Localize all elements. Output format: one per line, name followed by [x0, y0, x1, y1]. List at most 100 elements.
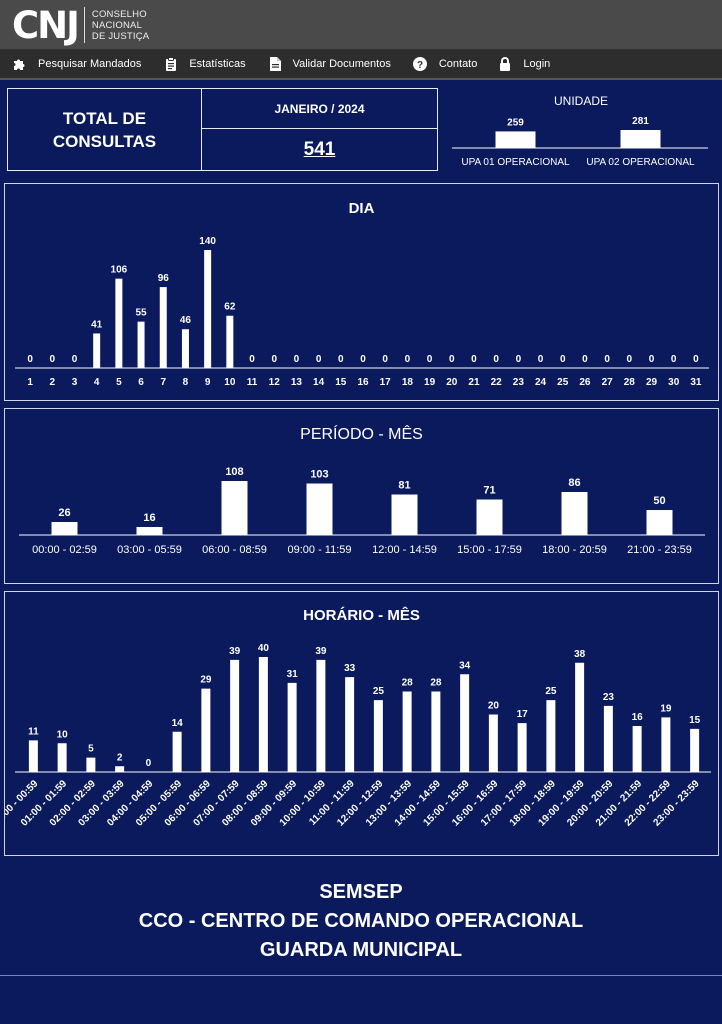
- tick-label: 21:00 - 23:59: [627, 544, 692, 556]
- data-label: 0: [146, 758, 152, 769]
- data-label: 20: [488, 701, 500, 712]
- tick-label: 30: [668, 377, 680, 388]
- data-label: 140: [199, 236, 216, 247]
- horario-panel: HORÁRIO - MÊS 11 00:00 - 00:59 10 01:00 - 01…: [0, 591, 719, 856]
- tick-label: 11: [247, 377, 258, 388]
- data-label: 17: [517, 709, 529, 720]
- data-label: 46: [180, 315, 192, 326]
- tick-label: 20: [446, 377, 458, 388]
- tick-label: 8: [183, 377, 189, 388]
- data-label: 96: [158, 273, 170, 284]
- nav-estatisticas[interactable]: Estatísticas: [165, 57, 246, 71]
- bar: [221, 481, 248, 535]
- bar: [115, 766, 125, 772]
- logo-line: DE JUSTIÇA: [91, 30, 150, 42]
- bar: [287, 682, 297, 772]
- bar: [28, 740, 38, 772]
- data-label: 0: [338, 354, 344, 365]
- top-header: CNJ CONSELHO NACIONAL DE JUSTIÇA: [0, 0, 722, 50]
- data-label: 0: [627, 354, 633, 365]
- data-label: 108: [225, 466, 243, 478]
- month-label: JANEIRO / 2024: [201, 88, 438, 129]
- bar: [316, 659, 326, 772]
- data-label: 86: [568, 477, 580, 489]
- bar: [460, 674, 470, 772]
- tick-label: UPA 02 OPERACIONAL: [586, 157, 695, 168]
- dia-chart: DIA0102034141065556967468140962100110120…: [15, 200, 709, 388]
- data-label: 55: [136, 308, 148, 319]
- data-label: 0: [471, 354, 477, 365]
- bar: [620, 130, 661, 148]
- nav-login[interactable]: Login: [499, 57, 550, 71]
- data-label: 0: [271, 354, 277, 365]
- bar: [86, 757, 96, 772]
- cnj-logo[interactable]: CNJ CONSELHO NACIONAL DE JUSTIÇA: [12, 4, 149, 46]
- bar: [661, 717, 671, 772]
- nav-validar-documentos[interactable]: Validar Documentos: [269, 57, 391, 71]
- tick-label: 5: [116, 377, 122, 388]
- bar: [136, 527, 163, 535]
- tick-label: 3: [72, 377, 78, 388]
- bar: [391, 494, 418, 535]
- data-label: 0: [294, 354, 300, 365]
- data-label: 0: [560, 354, 566, 365]
- bar: [204, 250, 212, 368]
- tick-label: 06:00 - 08:59: [202, 544, 267, 556]
- data-label: 259: [507, 117, 524, 128]
- tick-label: 22: [491, 377, 503, 388]
- nav-label: Validar Documentos: [292, 58, 391, 70]
- data-label: 39: [315, 646, 327, 657]
- tick-label: UPA 01 OPERACIONAL: [461, 157, 570, 168]
- bar: [226, 315, 234, 368]
- data-label: 0: [427, 354, 433, 365]
- bar: [690, 728, 700, 772]
- data-label: 14: [172, 718, 184, 729]
- nav-bar: Pesquisar Mandados Estatísticas Validar …: [0, 50, 722, 80]
- total-label-line: CONSULTAS: [52, 131, 157, 151]
- bar: [181, 329, 189, 368]
- tick-label: 10: [224, 377, 236, 388]
- bar: [632, 726, 642, 772]
- data-label: 0: [382, 354, 388, 365]
- data-label: 0: [72, 354, 78, 365]
- tick-label: 24: [535, 377, 547, 388]
- bar: [495, 131, 536, 148]
- dia-panel: DIA 0 1 0 2 0 3 41 4 106 5 55 6 96 7 46 8 140 9 62 10 0 11 0 12 0…: [4, 183, 719, 401]
- bar: [561, 492, 588, 535]
- tick-label: 27: [602, 377, 614, 388]
- data-label: 34: [459, 660, 471, 671]
- bar: [488, 714, 498, 772]
- data-label: 0: [582, 354, 588, 365]
- bar: [373, 700, 383, 772]
- bar: [258, 657, 268, 772]
- data-label: 41: [91, 319, 103, 330]
- data-label: 0: [249, 354, 255, 365]
- tick-label: 29: [646, 377, 658, 388]
- bar: [230, 659, 240, 772]
- tick-label: 12:00 - 14:59: [372, 544, 437, 556]
- tick-label: 14: [313, 377, 325, 388]
- nav-label: Estatísticas: [189, 58, 246, 70]
- tick-label: 03:00 - 05:59: [117, 544, 182, 556]
- logo-divider: [83, 7, 85, 43]
- chart-title: HORÁRIO - MÊS: [303, 606, 420, 624]
- nav-contato[interactable]: ? Contato: [412, 57, 477, 71]
- tick-label: 09:00 - 11:59: [287, 544, 351, 556]
- nav-pesquisar-mandados[interactable]: Pesquisar Mandados: [12, 57, 141, 71]
- lock-icon: [500, 57, 511, 71]
- bar: [159, 287, 167, 368]
- bar: [546, 700, 556, 772]
- total-count: 541: [201, 128, 438, 171]
- bar: [646, 510, 673, 535]
- tick-label: 13: [291, 377, 303, 388]
- data-label: 10: [57, 729, 69, 740]
- data-label: 81: [398, 480, 410, 492]
- logo-mark: CNJ: [12, 3, 80, 47]
- data-label: 31: [287, 669, 299, 680]
- data-label: 0: [604, 354, 610, 365]
- data-label: 0: [493, 354, 499, 365]
- bar: [431, 691, 441, 772]
- data-label: 29: [200, 675, 212, 686]
- data-label: 71: [483, 485, 495, 497]
